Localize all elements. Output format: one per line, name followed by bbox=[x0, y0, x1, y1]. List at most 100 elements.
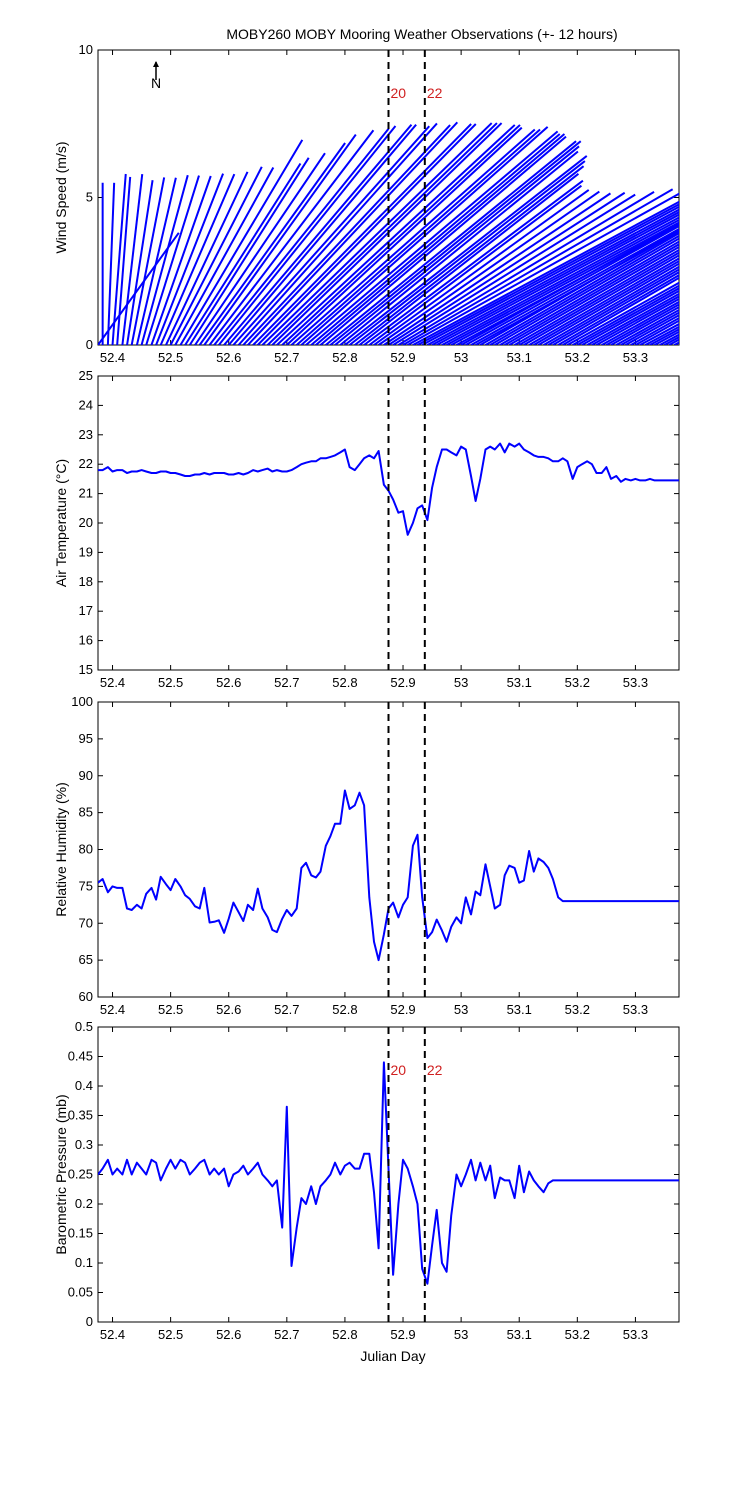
wind-wind-stick bbox=[615, 308, 679, 345]
wind-wind-stick bbox=[145, 175, 200, 345]
wind-wind-stick bbox=[630, 316, 679, 345]
baro-xtick-label: 52.7 bbox=[274, 1327, 299, 1342]
rh-ytick-label: 75 bbox=[79, 878, 93, 893]
wind-wind-stick bbox=[533, 259, 679, 345]
wind-wind-stick bbox=[514, 248, 679, 345]
wind-wind-stick bbox=[596, 297, 679, 345]
wind-wind-stick bbox=[363, 179, 584, 345]
wind-wind-stick bbox=[276, 124, 516, 345]
wind-wind-stick bbox=[247, 121, 459, 345]
airtemp-ytick-label: 15 bbox=[79, 662, 93, 677]
wind-wind-stick bbox=[460, 222, 679, 345]
wind-wind-stick bbox=[358, 173, 580, 345]
wind-wind-stick bbox=[98, 232, 180, 345]
rh-ytick-label: 90 bbox=[79, 768, 93, 783]
wind-wind-stick bbox=[378, 190, 600, 345]
wind-wind-stick bbox=[620, 311, 679, 345]
wind-wind-stick bbox=[111, 173, 127, 345]
wind-wind-stick bbox=[383, 192, 612, 345]
wind-wind-stick bbox=[252, 123, 472, 345]
wind-event-label: 20 bbox=[391, 85, 407, 101]
wind-wind-stick bbox=[169, 166, 263, 345]
wind-wind-stick bbox=[485, 232, 679, 345]
wind-xtick-label: 53.2 bbox=[565, 350, 590, 365]
wind-wind-stick bbox=[576, 287, 679, 345]
wind-wind-stick bbox=[412, 200, 679, 345]
airtemp-xtick-label: 52.6 bbox=[216, 675, 241, 690]
airtemp-ytick-label: 23 bbox=[79, 427, 93, 442]
wind-wind-stick bbox=[227, 124, 417, 345]
wind-wind-stick bbox=[184, 162, 302, 345]
airtemp-xtick-label: 52.8 bbox=[332, 675, 357, 690]
wind-wind-stick bbox=[387, 191, 626, 345]
wind-xtick-label: 52.4 bbox=[100, 350, 125, 365]
wind-xtick-label: 52.8 bbox=[332, 350, 357, 365]
rh-panel: 60 65 70 75 80 85 90 95 100 52.4 52.5 52.6 52.7 52.8 5… bbox=[53, 694, 680, 1017]
airtemp-ytick-label: 22 bbox=[79, 456, 93, 471]
rh-xtick-label: 52.8 bbox=[332, 1002, 357, 1017]
wind-series bbox=[98, 121, 679, 345]
wind-wind-stick bbox=[203, 133, 357, 345]
baro-ytick-label: 0.45 bbox=[68, 1049, 93, 1064]
north-arrow-head bbox=[153, 61, 159, 67]
rh-xtick-label: 53.2 bbox=[565, 1002, 590, 1017]
baro-ytick-label: 0.3 bbox=[75, 1137, 93, 1152]
baro-ytick-label: 0.25 bbox=[68, 1167, 93, 1182]
wind-wind-stick bbox=[465, 225, 679, 345]
wind-wind-stick bbox=[591, 295, 679, 345]
wind-wind-stick bbox=[625, 314, 679, 345]
baro-ytick-label: 0.1 bbox=[75, 1255, 93, 1270]
baro-y-axis-label: Barometric Pressure (mb) bbox=[53, 1094, 69, 1254]
wind-xtick-label: 52.9 bbox=[390, 350, 415, 365]
wind-wind-stick bbox=[305, 130, 559, 345]
wind-wind-stick bbox=[271, 122, 503, 345]
rh-xtick-label: 52.9 bbox=[390, 1002, 415, 1017]
wind-wind-stick bbox=[121, 174, 144, 345]
rh-xtick-label: 52.4 bbox=[100, 1002, 125, 1017]
wind-wind-stick bbox=[431, 211, 679, 345]
airtemp-ytick-label: 16 bbox=[79, 633, 93, 648]
rh-ytick-label: 85 bbox=[79, 805, 93, 820]
wind-wind-stick bbox=[543, 265, 679, 345]
wind-wind-stick bbox=[281, 124, 521, 345]
wind-wind-stick bbox=[194, 152, 326, 345]
wind-wind-stick bbox=[106, 182, 116, 345]
baro-xtick-label: 53.3 bbox=[623, 1327, 648, 1342]
wind-wind-stick bbox=[397, 191, 655, 345]
wind-wind-stick bbox=[344, 155, 588, 345]
rh-ytick-label: 60 bbox=[79, 989, 93, 1004]
rh-xtick-label: 52.5 bbox=[158, 1002, 183, 1017]
baro-xtick-label: 52.9 bbox=[390, 1327, 415, 1342]
airtemp-ytick-label: 18 bbox=[79, 574, 93, 589]
baro-ytick-label: 0 bbox=[86, 1314, 93, 1329]
baro-ytick-label: 0.4 bbox=[75, 1078, 93, 1093]
wind-wind-stick bbox=[237, 122, 438, 345]
wind-wind-stick bbox=[668, 338, 679, 345]
wind-wind-stick bbox=[232, 125, 430, 345]
airtemp-xtick-label: 52.4 bbox=[100, 675, 125, 690]
wind-wind-stick bbox=[581, 289, 679, 345]
wind-xtick-label: 53 bbox=[454, 350, 468, 365]
wind-wind-stick bbox=[489, 234, 679, 345]
wind-wind-stick bbox=[223, 124, 413, 345]
wind-wind-stick bbox=[639, 322, 679, 345]
wind-wind-stick bbox=[286, 126, 523, 345]
wind-wind-stick bbox=[392, 193, 636, 345]
wind-wind-stick bbox=[610, 305, 679, 345]
wind-wind-stick bbox=[155, 173, 224, 345]
rh-ytick-label: 80 bbox=[79, 842, 93, 857]
baro-xtick-label: 53.2 bbox=[565, 1327, 590, 1342]
wind-wind-stick bbox=[319, 135, 567, 345]
wind-wind-stick bbox=[417, 203, 679, 345]
baro-series bbox=[98, 1061, 679, 1285]
baro-series-line bbox=[98, 1061, 679, 1285]
baro-ytick-label: 0.15 bbox=[68, 1226, 93, 1241]
rh-ytick-label: 95 bbox=[79, 731, 93, 746]
rh-xtick-label: 52.6 bbox=[216, 1002, 241, 1017]
wind-wind-stick bbox=[135, 177, 177, 345]
north-label: N bbox=[151, 75, 161, 91]
wind-wind-stick bbox=[261, 122, 493, 345]
wind-wind-stick bbox=[528, 257, 679, 345]
panels: 0 5 10 52.4 52.5 52.6 52.7 52.8 52.9 53 53.1 53.2 53… bbox=[53, 42, 680, 1342]
baro-xtick-label: 52.6 bbox=[216, 1327, 241, 1342]
